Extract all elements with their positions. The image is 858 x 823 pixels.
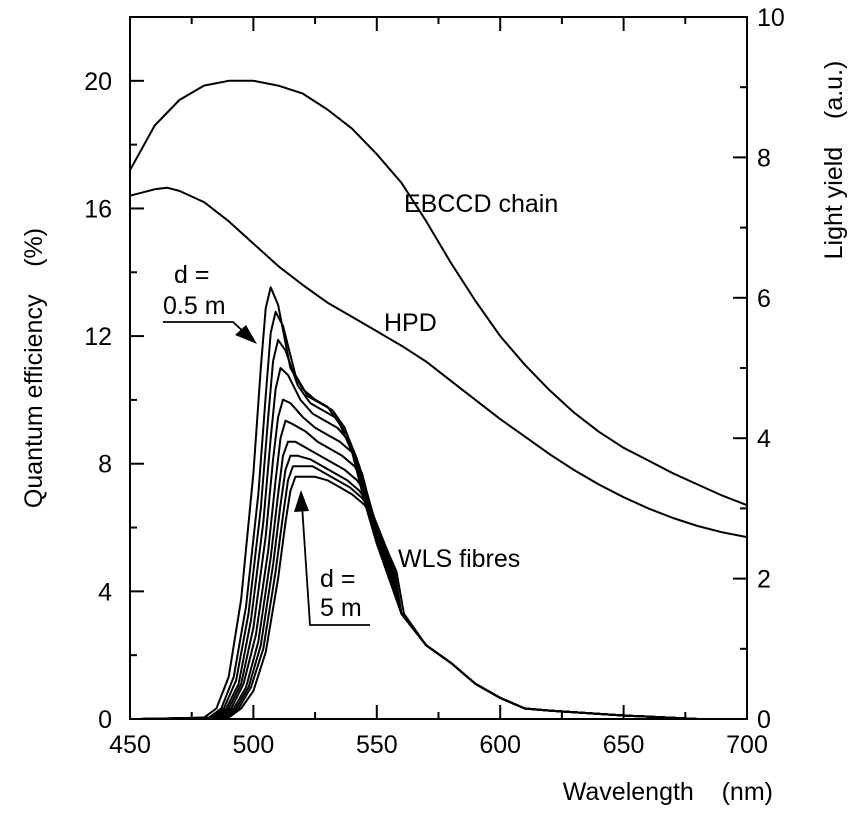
y-right-tick-label: 8: [757, 144, 771, 172]
y-left-tick-label: 0: [98, 706, 112, 734]
series-hpd: [129, 186, 748, 539]
y-right-tick-label: 6: [757, 285, 771, 313]
annotation-wls: WLS fibres: [398, 545, 520, 573]
series-wls-fibre-10: [139, 475, 698, 720]
annotation-d-top-line2: 0.5 m: [163, 292, 226, 320]
x-tick-label: 500: [233, 731, 275, 759]
y-right-tick-label: 4: [757, 425, 771, 453]
series-ebccd-chain: [129, 79, 748, 507]
annotation-d-top-arrow: [163, 321, 247, 335]
y-left-tick-label: 4: [98, 578, 112, 606]
annotation-d-bottom-line1: d =: [320, 565, 355, 593]
x-tick-label: 650: [603, 731, 645, 759]
series-wls-fibre-7: [139, 440, 698, 720]
plot-frame: [129, 16, 748, 720]
y-axis-left-title: Quantum efficiency (%): [20, 228, 48, 508]
y-left-tick-label: 20: [84, 68, 112, 96]
series-wls-fibre-1: [139, 286, 698, 720]
annotation-ebccd: EBCCD chain: [404, 190, 558, 218]
annotation-d-top-line1: d =: [174, 261, 209, 289]
annotation-d-top-arrowhead: [235, 325, 257, 344]
y-right-tick-label: 2: [757, 566, 771, 594]
y-left-tick-label: 16: [84, 195, 112, 223]
curves-group: [129, 79, 748, 720]
series-wls-fibre-8: [139, 454, 698, 720]
x-axis-title: Wavelength (nm): [563, 778, 773, 806]
annotation-d-bottom-line2: 5 m: [320, 594, 362, 622]
x-tick-label: 450: [109, 731, 151, 759]
x-tick-label: 600: [479, 731, 521, 759]
y-right-tick-label: 10: [757, 4, 785, 32]
ticks-group: [129, 16, 748, 720]
series-wls-fibre-3: [139, 338, 698, 720]
y-right-tick-label: 0: [757, 706, 771, 734]
x-tick-label: 550: [356, 731, 398, 759]
annotation-d-bottom-arrow: [301, 504, 370, 626]
annotation-d-bottom-arrowhead: [294, 490, 309, 512]
x-tick-label: 700: [726, 731, 768, 759]
series-wls-fibre-2: [139, 310, 698, 720]
series-wls-fibre-9: [139, 465, 698, 720]
y-left-tick-label: 8: [98, 451, 112, 479]
y-left-tick-label: 12: [84, 323, 112, 351]
annotation-hpd: HPD: [384, 309, 437, 337]
series-wls-fibre-4: [139, 367, 698, 720]
y-axis-right-title: Light yield (a.u.): [820, 61, 848, 260]
